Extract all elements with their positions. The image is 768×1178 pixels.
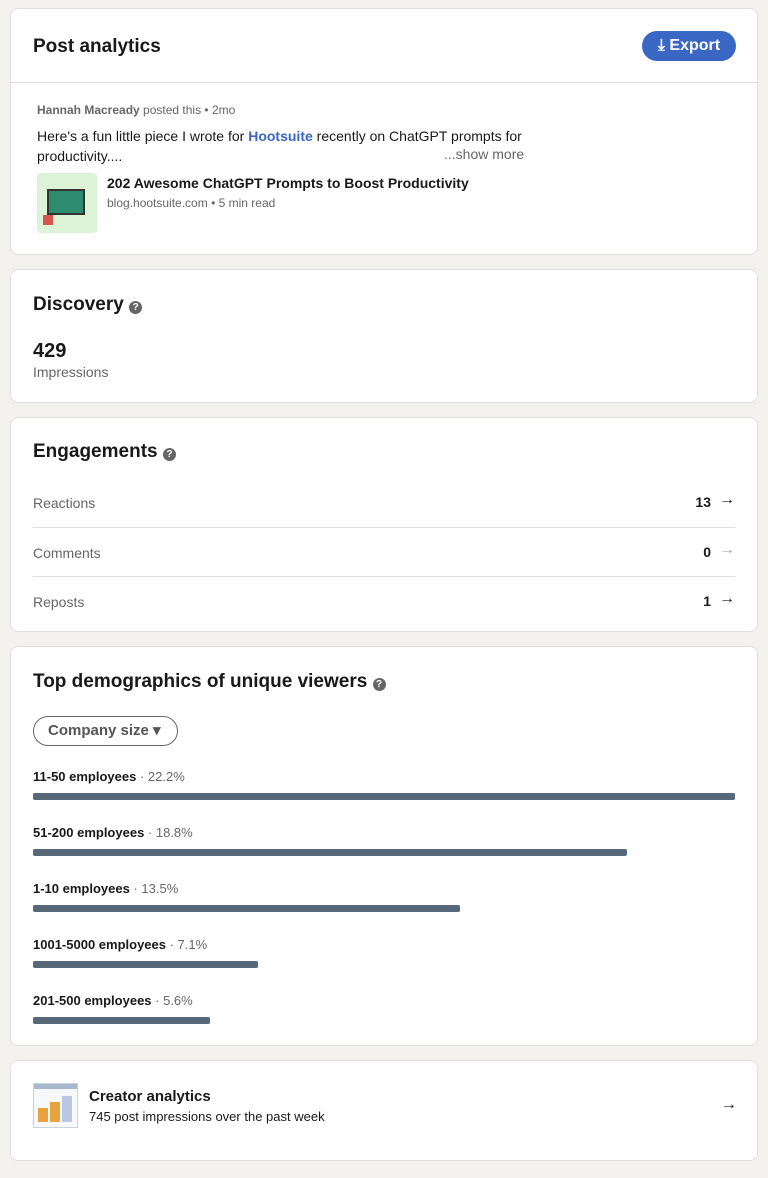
category: 1001-5000 employees	[33, 937, 166, 952]
demographic-label: 201-500 employees · 5.6%	[33, 993, 193, 1008]
text: Here's a fun little piece I wrote for	[37, 128, 249, 144]
divider	[11, 82, 757, 83]
arrow: →	[721, 1096, 737, 1113]
category: 11-50 employees	[33, 769, 137, 784]
post-meta: Hannah Macready posted this • 2mo	[37, 103, 236, 117]
help-icon[interactable]: ?	[372, 678, 386, 691]
icon-bar	[62, 1096, 72, 1122]
separator: ·	[165, 937, 178, 952]
section-title: Engagements ?	[33, 441, 176, 463]
icon-bar	[34, 1084, 77, 1089]
creator-subtitle: 745 post impressions over the past week	[89, 1109, 325, 1124]
icon-bar	[50, 1102, 60, 1122]
icon-bar	[38, 1108, 48, 1122]
category: 1-10 employees	[33, 881, 130, 896]
text: recently on ChatGPT prompts for producti…	[37, 128, 522, 164]
title: Engagements	[33, 441, 158, 462]
arrow: →	[719, 491, 735, 508]
demographic-label: 1001-5000 employees · 7.1%	[33, 937, 207, 952]
bar	[33, 905, 460, 912]
demographics-card: Top demographics of unique viewers ? Com…	[10, 646, 758, 1046]
value-label: 5.6%	[163, 993, 193, 1008]
creator-icon	[33, 1083, 78, 1128]
creator-card[interactable]: Creator analytics 745 post impressions o…	[10, 1060, 758, 1161]
creator-title: Creator analytics	[89, 1088, 211, 1105]
title: Top demographics of unique viewers	[33, 671, 368, 692]
category: 51-200 employees	[33, 825, 145, 840]
discovery-card: Discovery ? 429 Impressions	[10, 269, 758, 403]
post-card: Post analytics ⤓ Export Hannah Macready …	[10, 8, 758, 255]
separator: ·	[136, 769, 148, 784]
mention[interactable]: Hootsuite	[248, 128, 313, 144]
title: Discovery	[33, 294, 124, 315]
section-title: Top demographics of unique viewers ?	[33, 671, 386, 693]
export-label: Export	[669, 37, 721, 54]
bar	[33, 849, 628, 856]
value-label: 18.8%	[155, 825, 193, 840]
engagements-card: Engagements ? Reactions 13 → Comments 0 → Repo…	[10, 417, 758, 632]
action: posted this	[143, 103, 202, 117]
separator: ·	[129, 881, 142, 896]
thumb-shape	[43, 215, 53, 225]
show-more[interactable]: ...show more	[444, 146, 525, 162]
help-icon[interactable]: ?	[162, 448, 176, 461]
row-value: 1	[703, 593, 711, 609]
age: 2mo	[211, 103, 236, 117]
post-text: Here's a fun little piece I wrote for Ho…	[37, 126, 537, 166]
demographic-label: 1-10 employees · 13.5%	[33, 881, 178, 896]
value-label: 7.1%	[177, 937, 208, 952]
row-label: Comments	[33, 545, 101, 561]
row-label: Reposts	[33, 594, 85, 610]
row-value: 13	[695, 494, 711, 510]
value-label: 22.2%	[147, 769, 185, 784]
page-title: Post analytics	[33, 36, 161, 57]
separator: ·	[144, 825, 156, 840]
engagement-row[interactable]: Comments 0 →	[33, 527, 735, 576]
impressions-label: Impressions	[33, 364, 109, 380]
row-label: Reactions	[33, 495, 96, 511]
article-title[interactable]: 202 Awesome ChatGPT Prompts to Boost Pro…	[107, 175, 469, 191]
filter-dropdown[interactable]: Company size ▾	[33, 716, 178, 746]
help-icon[interactable]: ?	[129, 301, 143, 314]
engagement-row[interactable]: Reposts 1 →	[33, 576, 735, 625]
source: blog.hootsuite.com	[107, 196, 208, 210]
demographic-label: 51-200 employees · 18.8%	[33, 825, 193, 840]
demographic-label: 11-50 employees · 22.2%	[33, 769, 185, 784]
arrow: →	[719, 590, 735, 607]
bar	[33, 1017, 211, 1024]
export-button[interactable]: ⤓ Export	[642, 31, 736, 61]
bar	[33, 961, 258, 968]
author[interactable]: Hannah Macready	[37, 103, 140, 117]
row-value: 0	[703, 544, 711, 560]
arrow: →	[719, 541, 735, 558]
read-time: 5 min read	[218, 196, 276, 210]
filter-label: Company size	[48, 722, 149, 739]
thumb-shape	[47, 189, 85, 215]
separator: ·	[151, 993, 164, 1008]
impressions-value: 429	[33, 340, 67, 362]
article-meta: blog.hootsuite.com • 5 min read	[107, 196, 276, 210]
value-label: 13.5%	[141, 881, 179, 896]
engagement-row[interactable]: Reactions 13 →	[33, 478, 735, 527]
section-title: Discovery ?	[33, 294, 143, 316]
bar	[33, 793, 735, 800]
article-thumbnail	[37, 173, 97, 233]
category: 201-500 employees	[33, 993, 152, 1008]
